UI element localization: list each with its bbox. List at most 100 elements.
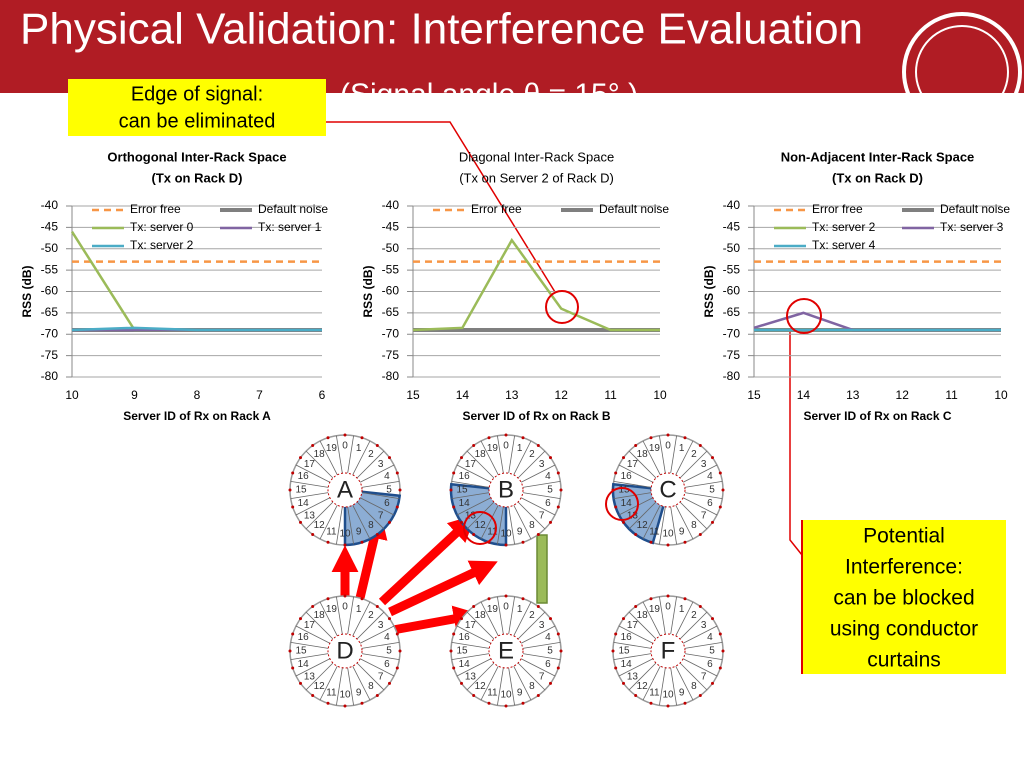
rack-core <box>650 633 686 669</box>
chart-title: Diagonal Inter-Rack Space <box>459 149 614 164</box>
slot-label: 4 <box>545 471 551 482</box>
connector <box>789 330 803 556</box>
chart-subtitle: (Tx on Rack D) <box>151 170 242 185</box>
rim-dot <box>311 605 315 609</box>
slot-label: 5 <box>547 646 553 657</box>
slot-label: 7 <box>378 672 384 683</box>
slot-divider <box>466 662 495 691</box>
slot-divider <box>520 625 556 644</box>
slot-label: 10 <box>500 529 512 540</box>
y-tick-label: -55 <box>41 262 59 276</box>
slot-divider <box>508 667 515 706</box>
conductor-curtain <box>536 534 548 604</box>
slot-divider <box>613 653 652 660</box>
slot-divider <box>356 611 385 640</box>
y-tick-label: -50 <box>723 241 741 255</box>
slot-divider <box>670 435 677 474</box>
y-tick-label: -70 <box>382 326 400 340</box>
slot-divider <box>659 435 666 474</box>
slot-divider <box>517 450 546 479</box>
x-axis-label: Server ID of Rx on Rack B <box>462 409 610 423</box>
slot-divider <box>659 506 666 545</box>
callout-text: Potential <box>863 525 945 548</box>
slot-divider <box>336 435 343 474</box>
slot-label: 18 <box>637 610 649 621</box>
x-tick-label: 10 <box>653 388 667 402</box>
slot-divider <box>295 497 331 516</box>
slot-label: 9 <box>517 687 523 698</box>
slot-label: 15 <box>456 646 468 657</box>
slot-label: 3 <box>539 620 545 631</box>
slot-divider <box>295 464 331 483</box>
x-tick-label: 13 <box>505 388 519 402</box>
x-tick-label: 12 <box>555 388 569 402</box>
slot-divider <box>522 653 561 660</box>
rim-dot <box>398 649 402 653</box>
slot-label: 11 <box>649 526 660 537</box>
slot-divider <box>659 596 666 635</box>
slot-divider <box>305 662 334 691</box>
x-tick-label: 9 <box>131 388 138 402</box>
slot-label: 18 <box>637 449 649 460</box>
slot-divider <box>480 504 499 540</box>
slot-label: 4 <box>545 632 551 643</box>
rim-dot <box>548 681 552 685</box>
slot-divider <box>675 601 694 637</box>
slot-label: 17 <box>465 459 477 470</box>
x-tick-label: 12 <box>896 388 910 402</box>
legend-label: Default noise <box>258 202 328 216</box>
rim-dot <box>649 701 653 705</box>
rim-dot <box>718 632 722 636</box>
slot-label: 0 <box>342 602 348 613</box>
rim-dot <box>299 520 303 524</box>
slot-divider <box>659 667 666 706</box>
slot-label: 1 <box>517 604 523 615</box>
slot-label: 10 <box>339 529 351 540</box>
slot-divider <box>359 497 395 516</box>
signal-arrow <box>378 514 476 606</box>
slot-label: 3 <box>701 459 707 470</box>
slot-divider <box>361 653 400 660</box>
callout-text: can be blocked <box>833 587 974 610</box>
slot-divider <box>684 642 723 649</box>
slot-label: 16 <box>459 471 471 482</box>
slot-divider <box>522 642 561 649</box>
chart-title: Orthogonal Inter-Rack Space <box>107 149 286 164</box>
rim-dot <box>710 456 714 460</box>
slot-divider <box>347 667 354 706</box>
slot-label: 4 <box>384 632 390 643</box>
y-tick-label: -75 <box>382 348 400 362</box>
rim-dot <box>472 693 476 697</box>
x-tick-label: 10 <box>994 388 1008 402</box>
slot-divider <box>352 665 371 701</box>
slot-divider <box>319 601 338 637</box>
rim-dot <box>710 681 714 685</box>
slot-label: 13 <box>304 511 316 522</box>
slot-divider <box>359 625 395 644</box>
slot-label: 17 <box>304 459 316 470</box>
slot-label: 4 <box>707 632 713 643</box>
rim-dot <box>460 456 464 460</box>
rim-dot <box>504 433 508 437</box>
slot-divider <box>684 481 723 488</box>
x-tick-label: 15 <box>747 388 761 402</box>
slot-divider <box>618 625 654 644</box>
slot-divider <box>670 506 677 545</box>
slide-subtitle: (Signal angle θ = 15° ) <box>340 78 638 111</box>
slot-divider <box>628 501 657 530</box>
rim-dot <box>521 597 525 601</box>
chart-subtitle: (Tx on Rack D) <box>832 170 923 185</box>
rim-dot <box>375 693 379 697</box>
rim-dot <box>611 649 615 653</box>
legend-label: Default noise <box>599 202 669 216</box>
rim-dot <box>375 444 379 448</box>
rim-dot <box>291 632 295 636</box>
x-tick-label: 15 <box>406 388 420 402</box>
slot-label: 0 <box>503 602 509 613</box>
slot-label: 12 <box>314 520 326 531</box>
rim-dot <box>666 543 670 547</box>
rim-dot <box>288 488 292 492</box>
slot-label: 14 <box>298 498 310 509</box>
slot-divider <box>628 662 657 691</box>
